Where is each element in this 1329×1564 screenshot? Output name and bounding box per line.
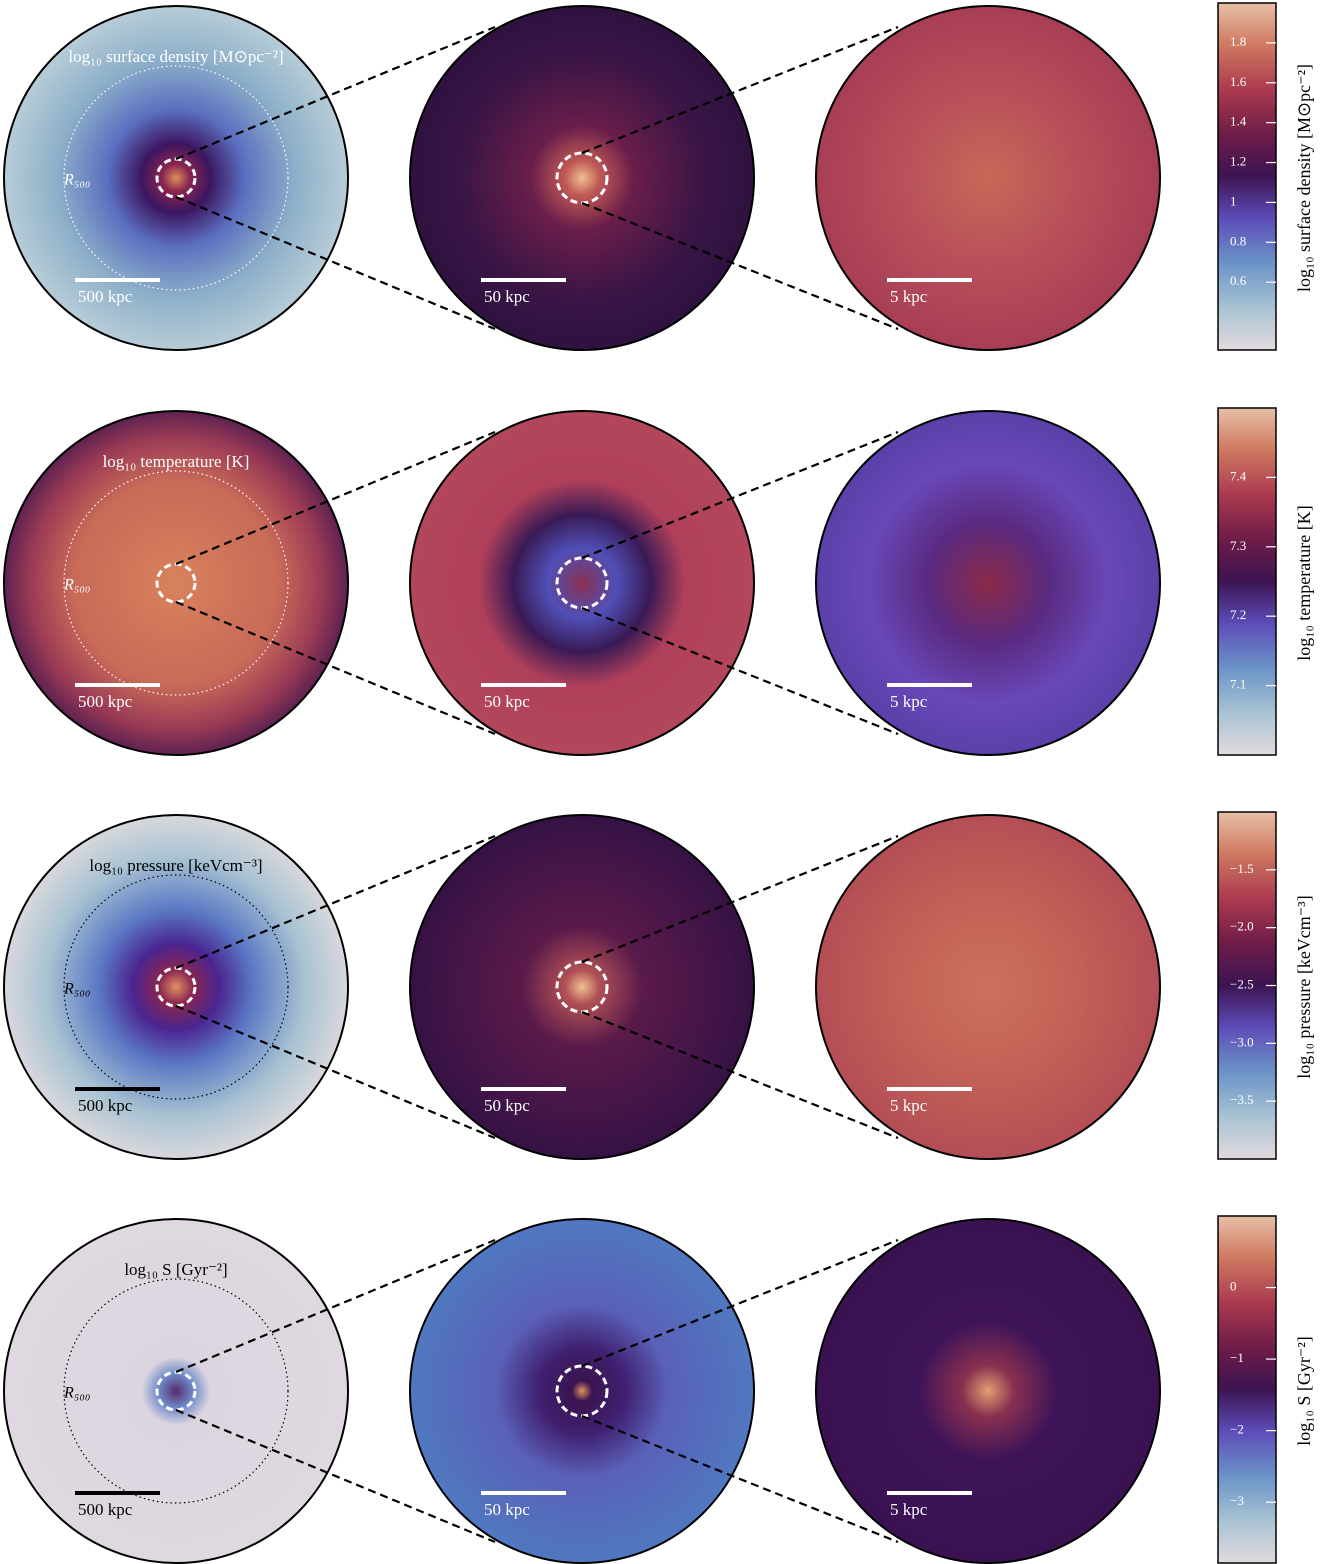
map-panel — [409, 1218, 755, 1564]
colorbar-tick-label: −2.0 — [1230, 919, 1254, 934]
scale-bar-label: 500 kpc — [78, 1500, 133, 1519]
colorbar-tick-label: 1.8 — [1230, 34, 1246, 49]
colorbar-tick-label: −3.5 — [1230, 1092, 1254, 1107]
colorbar-label: log₁₀ temperature [K] — [1294, 505, 1314, 661]
map-panel — [409, 814, 755, 1160]
zoom-line — [581, 25, 899, 155]
colorbar-tick-label: 1.6 — [1230, 74, 1247, 89]
scale-bar-label: 5 kpc — [890, 287, 928, 306]
scale-bar-label: 500 kpc — [78, 692, 133, 711]
colorbar-tick-label: −1.5 — [1230, 861, 1254, 876]
zoom-line — [581, 606, 899, 736]
zoom-line — [581, 834, 899, 964]
panel-title: log₁₀ surface density [M⊙pc⁻²] — [68, 47, 283, 66]
scale-bar-label: 5 kpc — [890, 1500, 928, 1519]
scale-bar-label: 5 kpc — [890, 692, 928, 711]
zoom-line — [581, 1414, 899, 1544]
r500-label: R₅₀₀ — [63, 1385, 90, 1402]
panel-title: log₁₀ pressure [keVcm⁻³] — [89, 856, 262, 875]
map-panel — [815, 410, 1161, 756]
colorbar-tick-label: −2.5 — [1230, 976, 1254, 991]
panel-title: log₁₀ S [Gyr⁻²] — [124, 1260, 227, 1279]
colorbar-label: log₁₀ S [Gyr⁻²] — [1294, 1336, 1314, 1445]
colorbar-tick-label: 7.4 — [1230, 468, 1247, 483]
map-panel — [3, 5, 349, 351]
colorbar-tick-label: 7.2 — [1230, 607, 1246, 622]
r500-label: R₅₀₀ — [63, 981, 90, 998]
colorbar — [1217, 407, 1277, 756]
colorbar-tick-label: 1.2 — [1230, 154, 1246, 169]
zoom-line — [581, 201, 899, 331]
map-panel — [3, 1218, 349, 1564]
zoom-line — [581, 430, 899, 560]
r500-label: R₅₀₀ — [63, 172, 90, 189]
map-panel — [815, 5, 1161, 351]
r500-circle — [63, 874, 289, 1100]
colorbar-tick-label: 0.8 — [1230, 233, 1246, 248]
map-panel — [815, 814, 1161, 1160]
zoom-line — [175, 1004, 496, 1140]
map-panel — [815, 1218, 1161, 1564]
colorbar-tick-label: −2 — [1230, 1422, 1244, 1437]
colorbar-tick-label: −1 — [1230, 1350, 1244, 1365]
zoom-line — [581, 1010, 899, 1140]
colorbar-tick-label: 0.6 — [1230, 273, 1247, 288]
zoom-line — [175, 1408, 496, 1544]
zoom-line — [581, 1238, 899, 1368]
colorbar-tick-label: 7.3 — [1230, 538, 1246, 553]
zoom-line — [175, 600, 496, 736]
scale-bar-label: 50 kpc — [484, 1096, 530, 1115]
colorbar — [1217, 1215, 1277, 1564]
colorbar-label: log₁₀ surface density [M⊙pc⁻²] — [1294, 64, 1314, 292]
map-panel — [3, 814, 349, 1160]
zoom-line — [175, 1238, 496, 1374]
panel-title: log₁₀ temperature [K] — [103, 452, 250, 471]
scale-bar-label: 50 kpc — [484, 692, 530, 711]
zoom-line — [175, 25, 496, 161]
scale-bar-label: 50 kpc — [484, 287, 530, 306]
colorbar-tick-label: 0 — [1230, 1279, 1237, 1294]
zoom-line — [175, 430, 496, 566]
scale-bar-label: 5 kpc — [890, 1096, 928, 1115]
colorbar-tick-label: 1.4 — [1230, 114, 1247, 129]
scale-bar-label: 500 kpc — [78, 1096, 133, 1115]
colorbar-label: log₁₀ pressure [keVcm⁻³] — [1294, 895, 1314, 1078]
zoom-line — [175, 834, 496, 970]
map-panel — [3, 410, 349, 756]
r500-circle — [63, 65, 289, 291]
scale-bar-label: 500 kpc — [78, 287, 133, 306]
zoom-line — [175, 195, 496, 331]
colorbar — [1217, 2, 1277, 351]
r500-label: R₅₀₀ — [63, 577, 90, 594]
r500-circle — [63, 470, 289, 696]
scale-bar-label: 50 kpc — [484, 1500, 530, 1519]
colorbar-tick-label: −3.0 — [1230, 1034, 1254, 1049]
colorbar-tick-label: 1 — [1230, 193, 1237, 208]
map-panel — [409, 5, 755, 351]
colorbar-tick-label: −3 — [1230, 1493, 1244, 1508]
r500-circle — [63, 1278, 289, 1504]
colorbar-tick-label: 7.1 — [1230, 677, 1246, 692]
map-panel — [409, 410, 755, 756]
